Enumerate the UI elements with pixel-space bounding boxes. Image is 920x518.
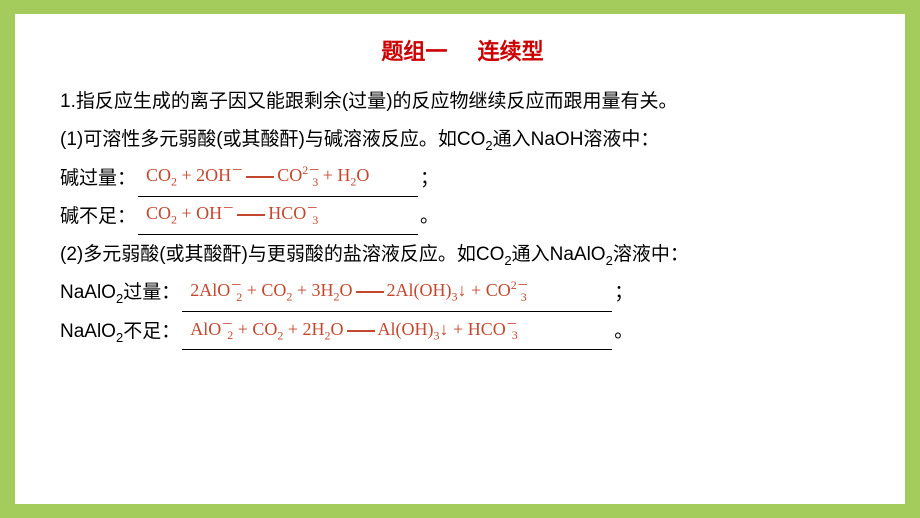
item2-text2: 通入NaAlO [512,244,606,265]
item1-line: (1)可溶性多元弱酸(或其酸酐)与碱溶液反应。如CO2通入NaOH溶液中： [60,122,865,158]
blank-4: AlO－2 + CO2 + 2H2OAl(OH)3↓ + HCO－3 [182,322,612,350]
item2-sub2: 2 [606,253,613,268]
answer-2: CO2 + OH－HCO－3 [146,196,318,231]
item2-text3: 溶液中： [613,244,689,265]
equals-icon [356,291,384,293]
case1b-end: ； [614,282,633,303]
item1-sub1: 2 [485,138,492,153]
item1-number: (1) [60,129,83,150]
answer-1: CO2 + 2OH－CO2－3 + H2O [146,158,369,193]
item1-case1: 碱过量：CO2 + 2OH－CO2－3 + H2O； [60,161,865,197]
case2b-label-a: NaAlO [60,321,116,342]
title-part1: 题组一 [381,39,447,64]
item1-case2: 碱不足：CO2 + OH－HCO－3。 [60,199,865,235]
item1-text: 可溶性多元弱酸(或其酸酐)与碱溶液反应。如CO [83,129,485,150]
intro-number: 1. [60,91,76,112]
item2-case1: NaAlO2过量：2AlO－2 + CO2 + 3H2O2Al(OH)3↓ + … [60,275,865,311]
blank-1: CO2 + 2OH－CO2－3 + H2O [138,169,418,197]
case2b-label-b: 不足： [123,321,180,342]
equals-icon [347,330,375,332]
item2-case2: NaAlO2不足：AlO－2 + CO2 + 2H2OAl(OH)3↓ + HC… [60,314,865,350]
blank-2: CO2 + OH－HCO－3 [138,207,418,235]
intro-line: 1.指反应生成的离子因又能跟剩余(过量)的反应物继续反应而跟用量有关。 [60,84,865,120]
item2-line: (2)多元弱酸(或其酸酐)与更弱酸的盐溶液反应。如CO2通入NaAlO2溶液中： [60,237,865,273]
case2b-end: 。 [614,321,633,342]
answer-3: 2AlO－2 + CO2 + 3H2O2Al(OH)3↓ + CO2－3 [190,273,527,308]
case1b-label-a: NaAlO [60,282,116,303]
blank-3: 2AlO－2 + CO2 + 3H2O2Al(OH)3↓ + CO2－3 [182,284,612,312]
intro-text: 指反应生成的离子因又能跟剩余(过量)的反应物继续反应而跟用量有关。 [76,91,678,112]
case1-end: ； [420,168,439,189]
equals-icon [246,176,274,178]
case1-label: 碱过量： [60,168,136,189]
answer-4: AlO－2 + CO2 + 2H2OAl(OH)3↓ + HCO－3 [190,312,518,347]
item2-text: 多元弱酸(或其酸酐)与更弱酸的盐溶液反应。如CO [83,244,504,265]
case2-end: 。 [420,206,439,227]
equals-icon [237,214,265,216]
title-part2: 连续型 [478,39,544,64]
item2-number: (2) [60,244,83,265]
item2-sub1: 2 [504,253,511,268]
item1-text2: 通入NaOH溶液中： [493,129,660,150]
case1b-label-b: 过量： [123,282,180,303]
title-heading: 题组一 连续型 [60,34,865,66]
slide-page: 题组一 连续型 1.指反应生成的离子因又能跟剩余(过量)的反应物继续反应而跟用量… [15,14,905,504]
case2-label: 碱不足： [60,206,136,227]
